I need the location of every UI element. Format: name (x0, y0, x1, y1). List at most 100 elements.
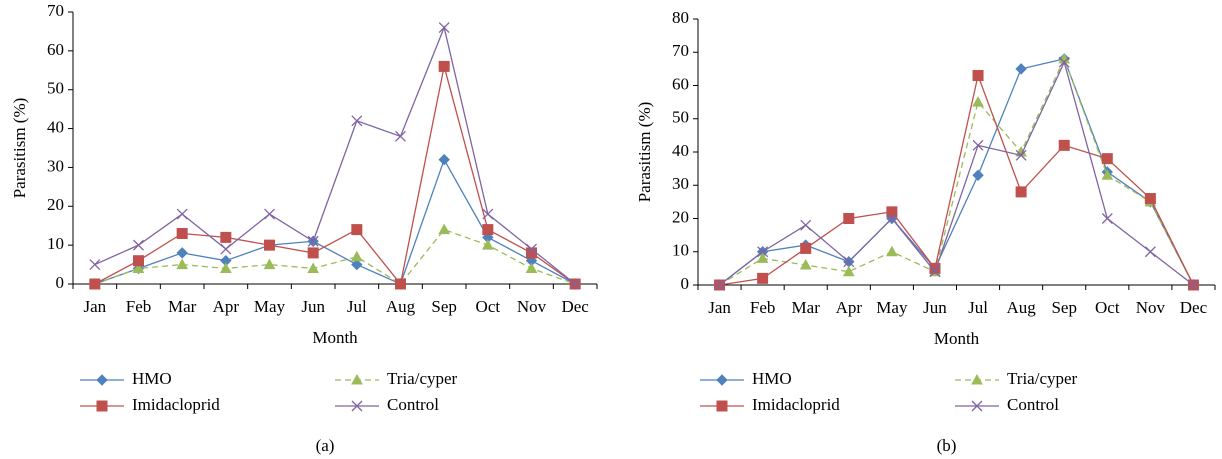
x-tick-label: Nov (517, 297, 547, 316)
x-tick-label: Sep (1051, 298, 1077, 317)
marker (176, 247, 188, 259)
marker (220, 231, 232, 243)
y-axis-label: Parasitism (%) (635, 102, 654, 203)
marker (307, 262, 320, 273)
x-tick-label: Oct (476, 297, 501, 316)
x-tick-label: Jul (968, 298, 988, 317)
x-tick-label: Aug (386, 297, 416, 316)
marker (220, 243, 232, 255)
marker (842, 265, 855, 277)
marker (395, 130, 406, 142)
marker (1144, 246, 1156, 258)
marker (525, 262, 538, 273)
x-tick-label: Mar (168, 297, 197, 316)
caption: (b) (937, 436, 957, 455)
marker (1144, 193, 1156, 205)
series-line (719, 73, 1195, 286)
marker (972, 70, 984, 82)
y-axis-label: Parasitism (%) (10, 98, 29, 199)
series-line (719, 58, 1195, 286)
marker (843, 256, 855, 268)
x-tick-label: Sep (431, 297, 457, 316)
y-tick-label: 0 (681, 274, 690, 293)
marker (176, 227, 188, 239)
x-tick-label: Apr (836, 298, 863, 317)
y-tick-label: 30 (672, 174, 689, 193)
marker (133, 239, 144, 251)
y-tick-label: 70 (672, 41, 689, 60)
marker (1015, 149, 1027, 161)
marker (972, 96, 984, 107)
marker (351, 258, 363, 271)
x-tick-label: May (254, 297, 286, 316)
marker (886, 213, 898, 224)
series-line (94, 25, 576, 285)
series-line (719, 60, 1194, 286)
x-tick-label: Dec (1180, 298, 1208, 317)
marker (799, 259, 812, 270)
y-tick-label: 10 (47, 234, 64, 253)
x-tick-label: Jun (301, 297, 325, 316)
legend-label: Control (1007, 395, 1059, 414)
marker (438, 153, 450, 166)
marker (526, 243, 537, 255)
marker (350, 250, 363, 262)
marker (886, 245, 898, 257)
marker (351, 224, 363, 236)
x-tick-label: Feb (750, 298, 776, 317)
marker (351, 115, 363, 127)
x-tick-label: Aug (1006, 298, 1036, 317)
legend-label: Tria/cyper (1007, 369, 1078, 388)
y-tick-label: 80 (672, 8, 689, 27)
marker (395, 278, 406, 290)
x-tick-label: Apr (213, 297, 240, 316)
legend-label: Tria/cyper (387, 369, 458, 388)
y-tick-label: 40 (47, 117, 64, 136)
marker (96, 374, 108, 386)
legend-label: HMO (752, 369, 792, 388)
y-tick-label: 50 (672, 108, 689, 127)
marker (482, 208, 494, 220)
y-tick-label: 60 (47, 40, 64, 59)
marker (176, 208, 188, 220)
marker (757, 246, 769, 258)
y-tick-label: 70 (47, 1, 64, 20)
marker (1101, 213, 1113, 224)
marker (757, 272, 769, 284)
legend-label: Imidacloprid (752, 395, 840, 414)
marker (219, 262, 232, 273)
marker (972, 169, 984, 181)
x-tick-label: Feb (126, 297, 152, 316)
marker (1015, 63, 1027, 75)
y-tick-label: 60 (672, 74, 689, 93)
marker (716, 400, 728, 412)
x-tick-label: Jun (923, 298, 947, 317)
series-line (94, 158, 576, 285)
x-tick-label: Jan (708, 298, 731, 317)
x-tick-label: Nov (1136, 298, 1166, 317)
x-axis-label: Month (312, 328, 358, 347)
marker (438, 223, 451, 235)
marker (569, 278, 581, 290)
marker (89, 278, 101, 290)
y-tick-label: 20 (47, 195, 64, 214)
x-tick-label: Mar (792, 298, 821, 317)
marker (716, 374, 728, 386)
marker (972, 139, 984, 151)
x-tick-label: Jan (83, 297, 106, 316)
marker (351, 400, 363, 412)
marker (1101, 153, 1113, 165)
series-line (719, 57, 1195, 286)
y-tick-label: 30 (47, 156, 64, 175)
marker (351, 373, 363, 385)
marker (482, 224, 494, 236)
marker (96, 400, 108, 412)
marker (843, 213, 855, 224)
marker (89, 259, 101, 271)
marker (263, 258, 276, 270)
x-tick-label: Oct (1095, 298, 1120, 317)
y-tick-label: 10 (672, 241, 689, 260)
marker (1058, 56, 1070, 68)
marker (176, 258, 189, 270)
marker (264, 239, 275, 251)
